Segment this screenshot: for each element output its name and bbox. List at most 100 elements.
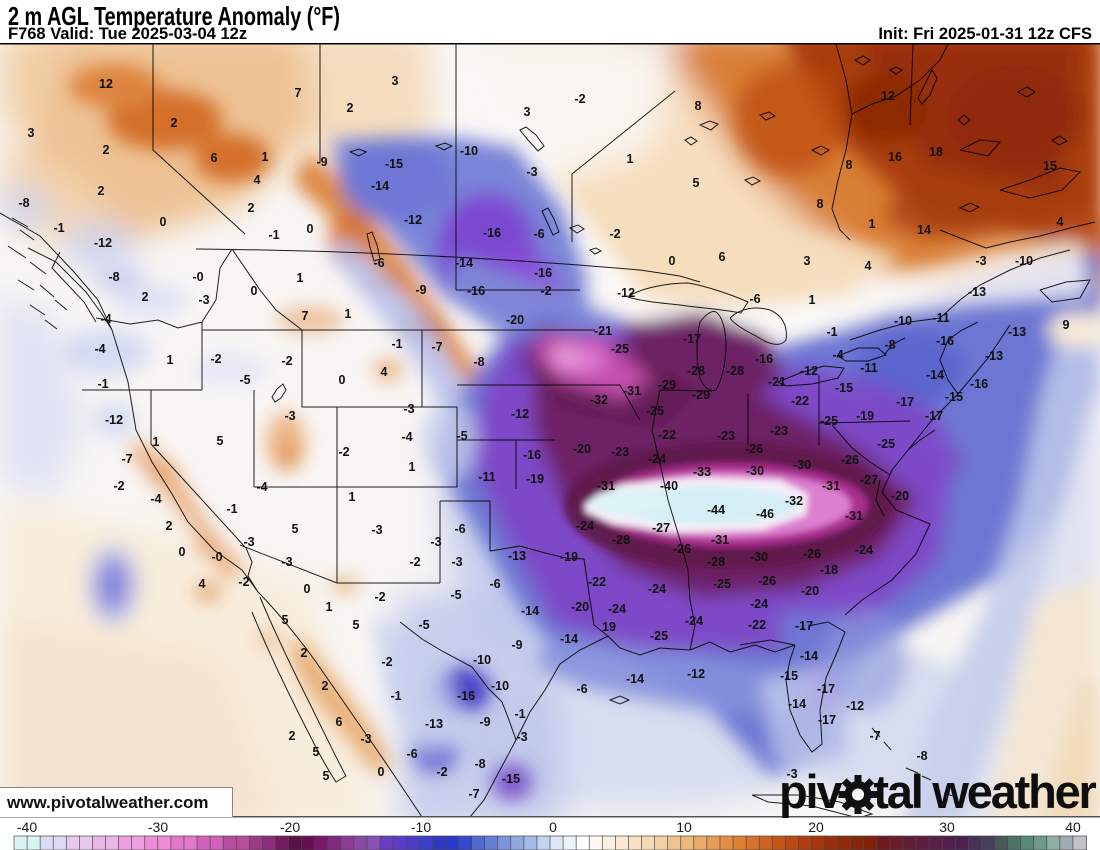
svg-text:2: 2 <box>142 290 149 304</box>
svg-text:6: 6 <box>211 151 218 165</box>
svg-text:-6: -6 <box>489 577 500 591</box>
svg-text:6: 6 <box>336 715 343 729</box>
svg-text:-10: -10 <box>411 819 431 835</box>
svg-text:-23: -23 <box>770 424 788 438</box>
svg-text:-4: -4 <box>832 348 843 362</box>
svg-text:0: 0 <box>339 373 346 387</box>
svg-text:1: 1 <box>345 307 352 321</box>
svg-text:-20: -20 <box>280 819 300 835</box>
svg-text:2: 2 <box>98 184 105 198</box>
svg-text:-31: -31 <box>822 479 840 493</box>
svg-text:-16: -16 <box>755 352 773 366</box>
svg-text:-24: -24 <box>648 582 666 596</box>
svg-text:-2: -2 <box>338 445 349 459</box>
svg-text:-40: -40 <box>17 819 37 835</box>
svg-text:1: 1 <box>153 435 160 449</box>
svg-text:12: 12 <box>881 89 895 103</box>
svg-text:2: 2 <box>347 101 354 115</box>
svg-text:-0: -0 <box>211 550 222 564</box>
svg-text:8: 8 <box>695 99 702 113</box>
svg-text:-2: -2 <box>409 555 420 569</box>
svg-text:-19: -19 <box>560 550 578 564</box>
svg-text:-13: -13 <box>508 549 526 563</box>
svg-text:-31: -31 <box>623 384 641 398</box>
svg-text:-33: -33 <box>693 465 711 479</box>
svg-text:2: 2 <box>322 679 329 693</box>
svg-text:-9: -9 <box>511 638 522 652</box>
svg-text:-5: -5 <box>418 618 429 632</box>
svg-text:-16: -16 <box>457 689 475 703</box>
svg-text:2: 2 <box>301 646 308 660</box>
svg-text:-2: -2 <box>113 479 124 493</box>
svg-text:7: 7 <box>302 309 309 323</box>
svg-text:-12: -12 <box>846 699 864 713</box>
svg-text:-6: -6 <box>454 522 465 536</box>
svg-text:-8: -8 <box>916 749 927 763</box>
svg-text:0: 0 <box>549 819 557 835</box>
svg-text:-1: -1 <box>391 337 402 351</box>
svg-text:-14: -14 <box>455 256 473 270</box>
svg-text:-14: -14 <box>788 697 806 711</box>
svg-text:-29: -29 <box>658 378 676 392</box>
svg-text:-28: -28 <box>726 364 744 378</box>
svg-text:-32: -32 <box>590 393 608 407</box>
svg-text:12: 12 <box>99 77 113 91</box>
svg-text:-12: -12 <box>617 286 635 300</box>
svg-text:-9: -9 <box>316 155 327 169</box>
svg-text:3: 3 <box>28 126 35 140</box>
svg-text:-4: -4 <box>256 480 267 494</box>
svg-text:-44: -44 <box>707 503 725 517</box>
svg-text:-15: -15 <box>945 390 963 404</box>
svg-text:-23: -23 <box>611 445 629 459</box>
svg-text:0: 0 <box>251 284 258 298</box>
svg-text:-25: -25 <box>820 414 838 428</box>
svg-text:-17: -17 <box>795 619 813 633</box>
svg-text:-8: -8 <box>473 355 484 369</box>
svg-text:-27: -27 <box>652 521 670 535</box>
svg-text:-12: -12 <box>404 213 422 227</box>
svg-text:-3: -3 <box>451 555 462 569</box>
svg-text:-26: -26 <box>841 453 859 467</box>
svg-text:-2: -2 <box>540 284 551 298</box>
svg-text:-10: -10 <box>491 679 509 693</box>
svg-text:19: 19 <box>602 620 616 634</box>
svg-text:-14: -14 <box>926 368 944 382</box>
svg-text:-14: -14 <box>521 604 539 618</box>
svg-text:1: 1 <box>167 353 174 367</box>
svg-text:30: 30 <box>939 819 955 835</box>
svg-text:-4: -4 <box>94 342 105 356</box>
svg-text:-2: -2 <box>381 655 392 669</box>
svg-text:0: 0 <box>378 765 385 779</box>
svg-text:-8: -8 <box>474 757 485 771</box>
svg-text:-14: -14 <box>626 672 644 686</box>
svg-text:-3: -3 <box>516 730 527 744</box>
svg-text:4: 4 <box>254 173 261 187</box>
svg-text:-24: -24 <box>855 543 873 557</box>
svg-text:0: 0 <box>307 222 314 236</box>
svg-text:-23: -23 <box>717 429 735 443</box>
svg-text:4: 4 <box>1057 215 1064 229</box>
svg-text:-22: -22 <box>791 394 809 408</box>
svg-text:-26: -26 <box>745 442 763 456</box>
svg-text:-15: -15 <box>385 157 403 171</box>
svg-text:-5: -5 <box>450 588 461 602</box>
svg-text:-14: -14 <box>800 649 818 663</box>
svg-text:5: 5 <box>217 434 224 448</box>
svg-text:-3: -3 <box>371 523 382 537</box>
svg-text:-17: -17 <box>683 332 701 346</box>
svg-text:-10: -10 <box>894 314 912 328</box>
svg-text:-16: -16 <box>970 377 988 391</box>
svg-text:-10: -10 <box>473 653 491 667</box>
svg-text:-25: -25 <box>650 629 668 643</box>
svg-text:4: 4 <box>199 577 206 591</box>
svg-text:-7: -7 <box>468 787 479 801</box>
svg-text:5: 5 <box>282 613 289 627</box>
svg-text:-7: -7 <box>869 729 880 743</box>
svg-text:-11: -11 <box>860 361 877 375</box>
svg-text:-13: -13 <box>1008 325 1026 339</box>
svg-text:-16: -16 <box>936 334 954 348</box>
svg-text:-15: -15 <box>502 772 520 786</box>
svg-text:-1: -1 <box>268 228 279 242</box>
svg-text:-24: -24 <box>608 602 626 616</box>
svg-text:-28: -28 <box>612 533 630 547</box>
